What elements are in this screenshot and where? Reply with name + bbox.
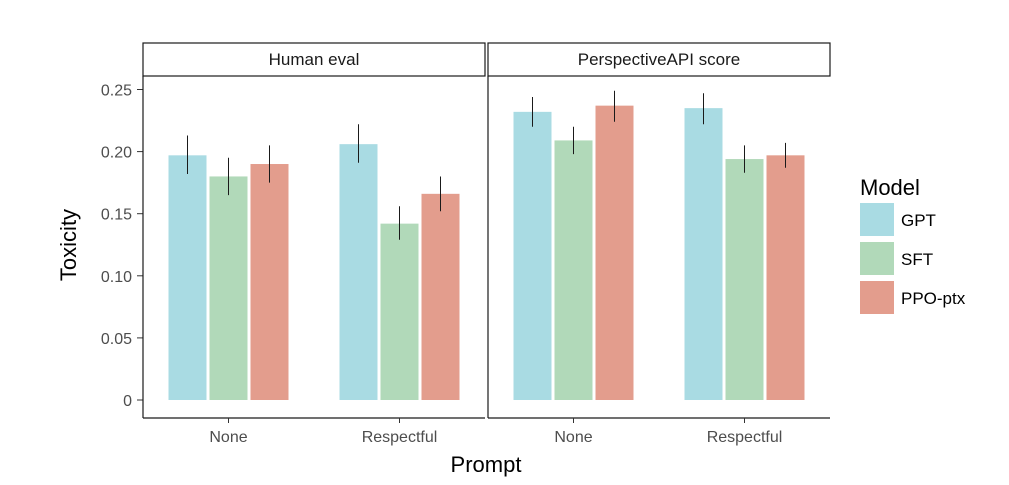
legend-label: GPT <box>901 211 936 230</box>
bar-sft <box>209 176 248 400</box>
legend: Model GPT SFT PPO-ptx <box>860 175 966 314</box>
bar-sft <box>554 140 593 400</box>
x-tick-label: Respectful <box>707 429 783 446</box>
bar-ppo-ptx <box>595 105 634 401</box>
x-tick-label: None <box>209 429 247 446</box>
facet-strip-label: Human eval <box>269 50 360 69</box>
facet-panel: PerspectiveAPI score None Respectful <box>487 42 831 446</box>
facet-strip-label: PerspectiveAPI score <box>578 50 741 69</box>
legend-title: Model <box>860 175 920 200</box>
y-axis-title: Toxicity <box>56 209 81 281</box>
facet-strip <box>487 42 831 77</box>
bar-sft <box>725 159 764 400</box>
facet-panel: Human eval None Respectful <box>142 42 486 446</box>
facet-panels: 0 0.05 0.10 0.15 0.20 0.25 Human eval None Respe… <box>101 42 831 446</box>
bar-gpt <box>168 155 207 400</box>
x-tick-label: None <box>554 429 592 446</box>
y-tick-label: 0.25 <box>101 83 132 100</box>
bar-ppo-ptx <box>421 193 460 400</box>
y-tick-label: 0.05 <box>101 331 132 348</box>
bar-sft <box>380 223 419 400</box>
bar-gpt <box>513 111 552 400</box>
bar-gpt <box>684 108 723 400</box>
legend-key-ppo-ptx <box>860 281 894 314</box>
legend-label: PPO-ptx <box>901 289 966 308</box>
y-tick-label: 0 <box>123 393 132 410</box>
y-tick-label: 0.15 <box>101 207 132 224</box>
facet-strip <box>142 42 486 77</box>
legend-key-sft <box>860 242 894 275</box>
x-axis-title: Prompt <box>451 452 522 477</box>
bar-ppo-ptx <box>766 155 805 400</box>
x-tick-label: Respectful <box>362 429 438 446</box>
y-tick-label: 0.10 <box>101 269 132 286</box>
bar-ppo-ptx <box>250 164 289 400</box>
y-tick-label: 0.20 <box>101 145 132 162</box>
legend-label: SFT <box>901 250 933 269</box>
legend-key-gpt <box>860 203 894 236</box>
bar-gpt <box>339 144 378 400</box>
